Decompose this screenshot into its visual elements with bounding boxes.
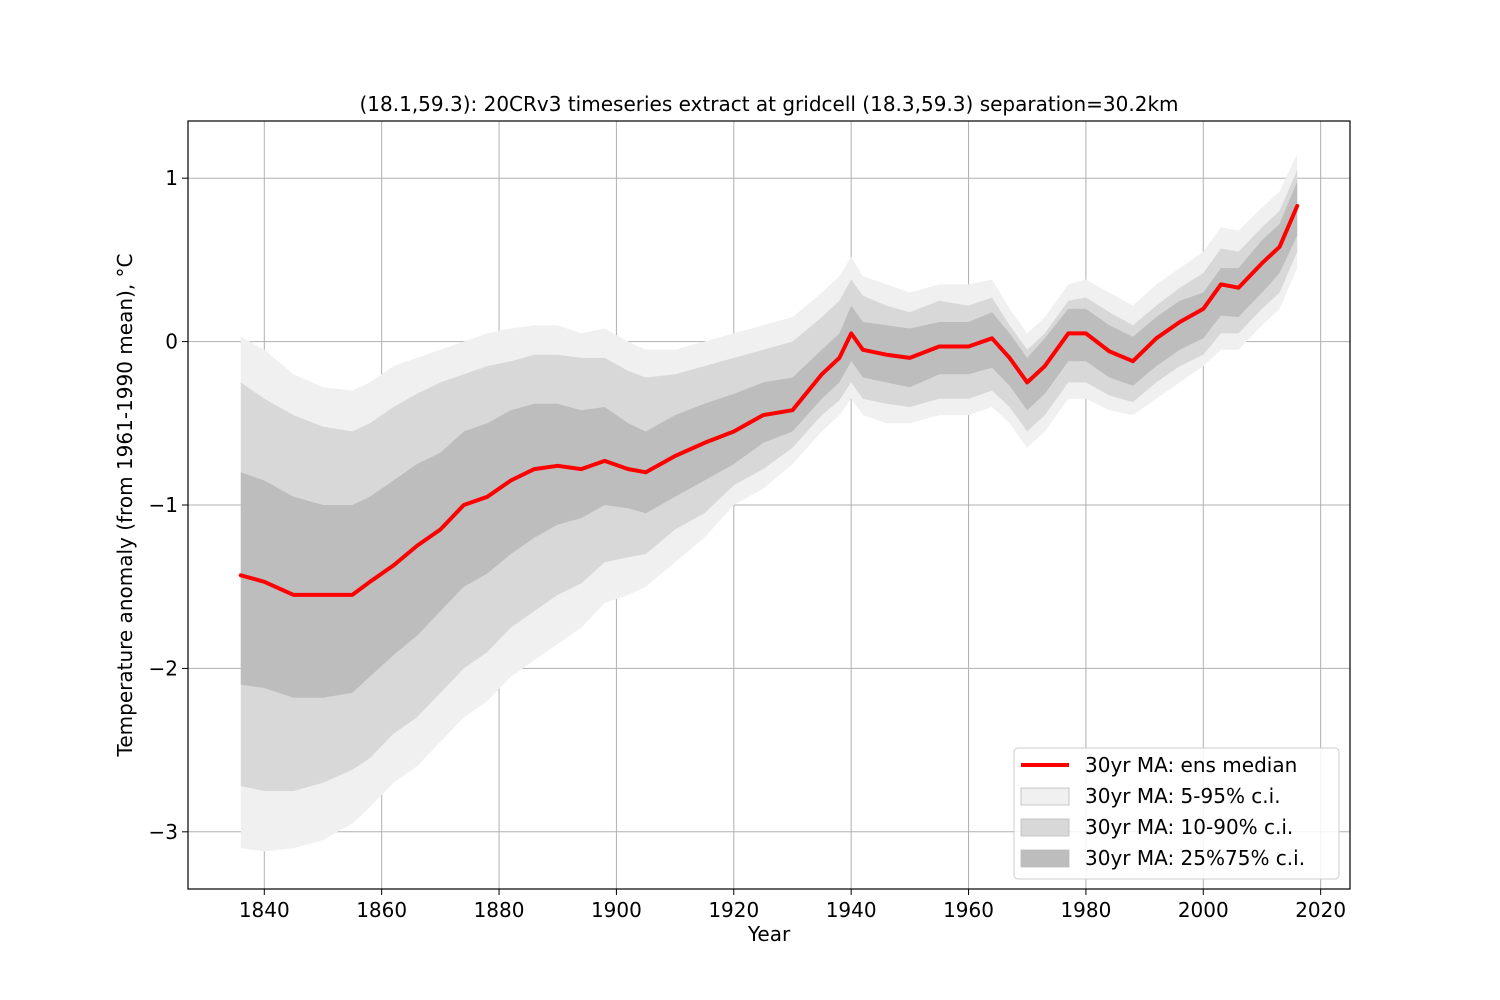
band-0 (240, 153, 1298, 852)
chart-title: (18.1,59.3): 20CRv3 timeseries extract a… (359, 92, 1178, 116)
legend-label: 30yr MA: 5-95% c.i. (1085, 784, 1281, 808)
series-lines (238, 204, 1300, 597)
y-tick-label: −3 (149, 820, 178, 844)
x-tick-label: 1920 (708, 898, 759, 922)
series-line-0 (238, 204, 1300, 597)
x-axis-ticks: 1840 1860 1880 1900 1920 1940 1960 1980 2000 2020 (239, 889, 1346, 922)
legend-swatch-patch (1020, 787, 1070, 806)
legend: 30yr MA: ens median 30yr MA: 5-95% c.i. 30… (1013, 747, 1340, 880)
x-tick-label: 1840 (239, 898, 290, 922)
x-tick-label: 1980 (1060, 898, 1111, 922)
x-tick-label: 2020 (1295, 898, 1346, 922)
y-tick-label: 0 (165, 330, 178, 354)
legend-box (1013, 747, 1340, 880)
y-axis-ticks: −3 −2 −1 0 1 (149, 166, 188, 844)
y-tick-label: −2 (149, 656, 178, 680)
y-tick-label: 1 (165, 166, 178, 190)
confidence-bands (240, 153, 1298, 852)
x-tick-label: 1940 (826, 898, 877, 922)
legend-label: 30yr MA: ens median (1085, 753, 1297, 777)
x-tick-label: 1900 (591, 898, 642, 922)
band-2 (240, 181, 1298, 698)
x-tick-label: 2000 (1178, 898, 1229, 922)
legend-swatch-patch (1020, 849, 1070, 868)
legend-swatch-patch (1020, 818, 1070, 837)
legend-label: 30yr MA: 25%75% c.i. (1085, 846, 1305, 870)
x-tick-label: 1860 (356, 898, 407, 922)
x-tick-label: 1880 (474, 898, 525, 922)
legend-label: 30yr MA: 10-90% c.i. (1085, 815, 1293, 839)
x-tick-label: 1960 (943, 898, 994, 922)
y-axis-label: Temperature anomaly (from 1961-1990 mean… (113, 254, 137, 758)
y-tick-label: −1 (149, 493, 178, 517)
x-axis-label: Year (747, 922, 791, 946)
